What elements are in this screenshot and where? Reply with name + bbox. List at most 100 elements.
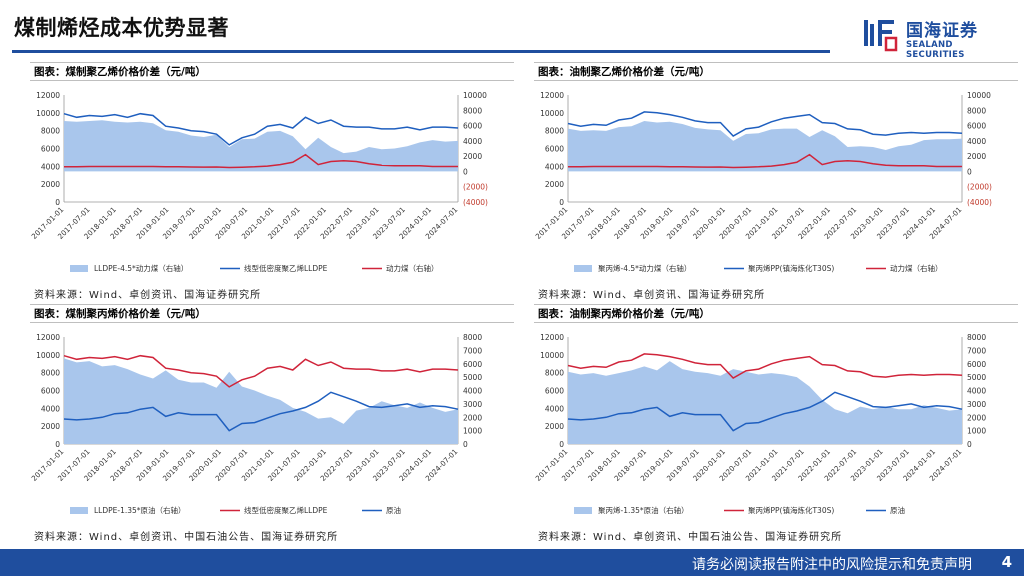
chart-title: 图表：油制聚乙烯价格价差（元/吨） [534,62,1018,81]
left-tick-label: 4000 [545,404,564,413]
right-tick-label: 0 [967,167,972,176]
left-tick-label: 8000 [41,127,60,136]
left-tick-label: 4000 [41,404,60,413]
footer-bar: 请务必阅读报告附注中的风险提示和免责声明 4 [0,549,1024,576]
legend-swatch [574,265,592,272]
left-tick-label: 12000 [36,333,60,342]
left-tick-label: 6000 [545,387,564,396]
left-tick-label: 12000 [36,91,60,100]
chart-oil-pe: 12000 10000 8000 6000 4000 2000 0 10000 8000 6000… [534,91,992,273]
left-tick-label: 8000 [41,369,60,378]
right-tick-label: 4000 [967,387,986,396]
line-series [63,391,459,432]
left-tick-label: 10000 [540,351,564,360]
chart-coal-pp: 1200010000800060004000200008000700060005… [30,333,482,515]
left-tick-label: 8000 [545,127,564,136]
legend-swatch [574,507,592,514]
disclaimer-text: 请务必阅读报告附注中的风险提示和免责声明 [692,557,972,573]
left-tick-label: 2000 [41,180,60,189]
right-tick-label: 8000 [463,333,482,342]
area-series [64,358,458,444]
legend-swatch [70,265,88,272]
right-tick-label: 8000 [463,106,482,115]
legend-label: 原油 [890,505,905,515]
left-tick-label: 0 [55,198,60,207]
right-tick-label: 7000 [463,346,482,355]
right-tick-label: 6000 [967,122,986,131]
right-tick-label: 0 [463,440,468,449]
left-tick-label: 10000 [540,109,564,118]
right-tick-label: 5000 [463,373,482,382]
right-tick-label: 3000 [463,400,482,409]
chart-title: 图表：煤制聚丙烯价格价差（元/吨） [30,304,514,323]
right-tick-label: (2000) [967,183,992,192]
right-tick-label: 8000 [967,333,986,342]
right-tick-label: 7000 [967,346,986,355]
legend-label: 原油 [386,505,401,515]
right-tick-label: 2000 [967,413,986,422]
right-tick-label: 0 [463,167,468,176]
title-divider [12,50,830,53]
logo-text-cn: 国海证券 [906,21,978,41]
right-tick-label: 6000 [967,360,986,369]
legend-label: 动力煤（右轴） [890,263,943,273]
legend-label: 动力煤（右轴） [386,263,439,273]
left-tick-label: 6000 [41,145,60,154]
legend-label: 聚丙烯-4.5*动力煤（右轴） [598,263,691,273]
legend-swatch [70,507,88,514]
right-tick-label: 4000 [967,137,986,146]
chart-oil-pp: 12000 10000 8000 6000 4000 2000 0 8000 7000 6000 5… [534,333,986,515]
logo-mark-icon [864,20,898,52]
brand-logo: 国海证券 SEALAND SECURITIES [862,14,1012,60]
line-series [64,153,458,169]
legend-label: 聚丙烯PP(镇海炼化T30S) [748,263,834,273]
area-series [64,120,458,172]
legend-label: 线型低密度聚乙烯LLDPE [244,263,328,273]
right-tick-label: 2000 [463,413,482,422]
left-tick-label: 0 [55,440,60,449]
legend-label: 聚丙烯-1.35*原油（右轴） [598,505,689,515]
legend-label: 线型低密度聚乙烯LLDPE [244,505,328,515]
line-series [63,354,459,388]
right-tick-label: (4000) [967,198,992,207]
line-series [567,353,963,379]
page-number: 4 [1001,553,1012,571]
legend-label: 聚丙烯PP(镇海炼化T30S) [748,505,834,515]
left-tick-label: 0 [559,440,564,449]
right-tick-label: 10000 [463,91,487,100]
left-tick-label: 10000 [36,109,60,118]
logo-text-en: SEALAND SECURITIES [906,40,965,60]
chart-coal-pe: 12000 10000 8000 6000 4000 2000 0 10000 8000 6000… [30,91,488,273]
chart-panel-coal-pe: 图表：煤制聚乙烯价格价差（元/吨） 12000 10000 8000 6000 4000… [30,62,514,292]
left-tick-label: 8000 [545,369,564,378]
left-tick-label: 12000 [540,333,564,342]
left-tick-label: 2000 [545,180,564,189]
line-series [568,153,962,169]
left-tick-label: 2000 [545,422,564,431]
area-series [568,121,962,172]
chart-panel-coal-pp: 图表：煤制聚丙烯价格价差（元/吨） 12000 10000 8000 6000 4000… [30,304,514,534]
source-note: 资料来源：Wind、卓创资讯、中国石油公告、国海证券研究所 [34,532,339,543]
source-note: 资料来源：Wind、卓创资讯、国海证券研究所 [538,290,766,301]
left-tick-label: 6000 [41,387,60,396]
right-tick-label: 8000 [967,106,986,115]
right-tick-label: 4000 [463,387,482,396]
left-tick-label: 4000 [41,162,60,171]
chart-panel-oil-pe: 图表：油制聚乙烯价格价差（元/吨） 12000 10000 8000 6000 4000… [534,62,1018,292]
chart-title: 图表：煤制聚乙烯价格价差（元/吨） [30,62,514,81]
right-tick-label: 0 [967,440,972,449]
right-tick-label: 10000 [967,91,991,100]
line-series [63,112,459,146]
legend-label: LLDPE-4.5*动力煤（右轴） [94,263,188,273]
source-note: 资料来源：Wind、卓创资讯、国海证券研究所 [34,290,262,301]
area-series [568,361,962,444]
right-tick-label: 6000 [463,122,482,131]
right-tick-label: 5000 [967,373,986,382]
legend-label: LLDPE-1.35*原油（右轴） [94,505,186,515]
chart-panel-oil-pp: 图表：油制聚丙烯价格价差（元/吨） 12000 10000 8000 6000 4000… [534,304,1018,534]
left-tick-label: 10000 [36,351,60,360]
right-tick-label: 2000 [463,152,482,161]
right-tick-label: 4000 [463,137,482,146]
left-tick-label: 6000 [545,145,564,154]
left-tick-label: 12000 [540,91,564,100]
